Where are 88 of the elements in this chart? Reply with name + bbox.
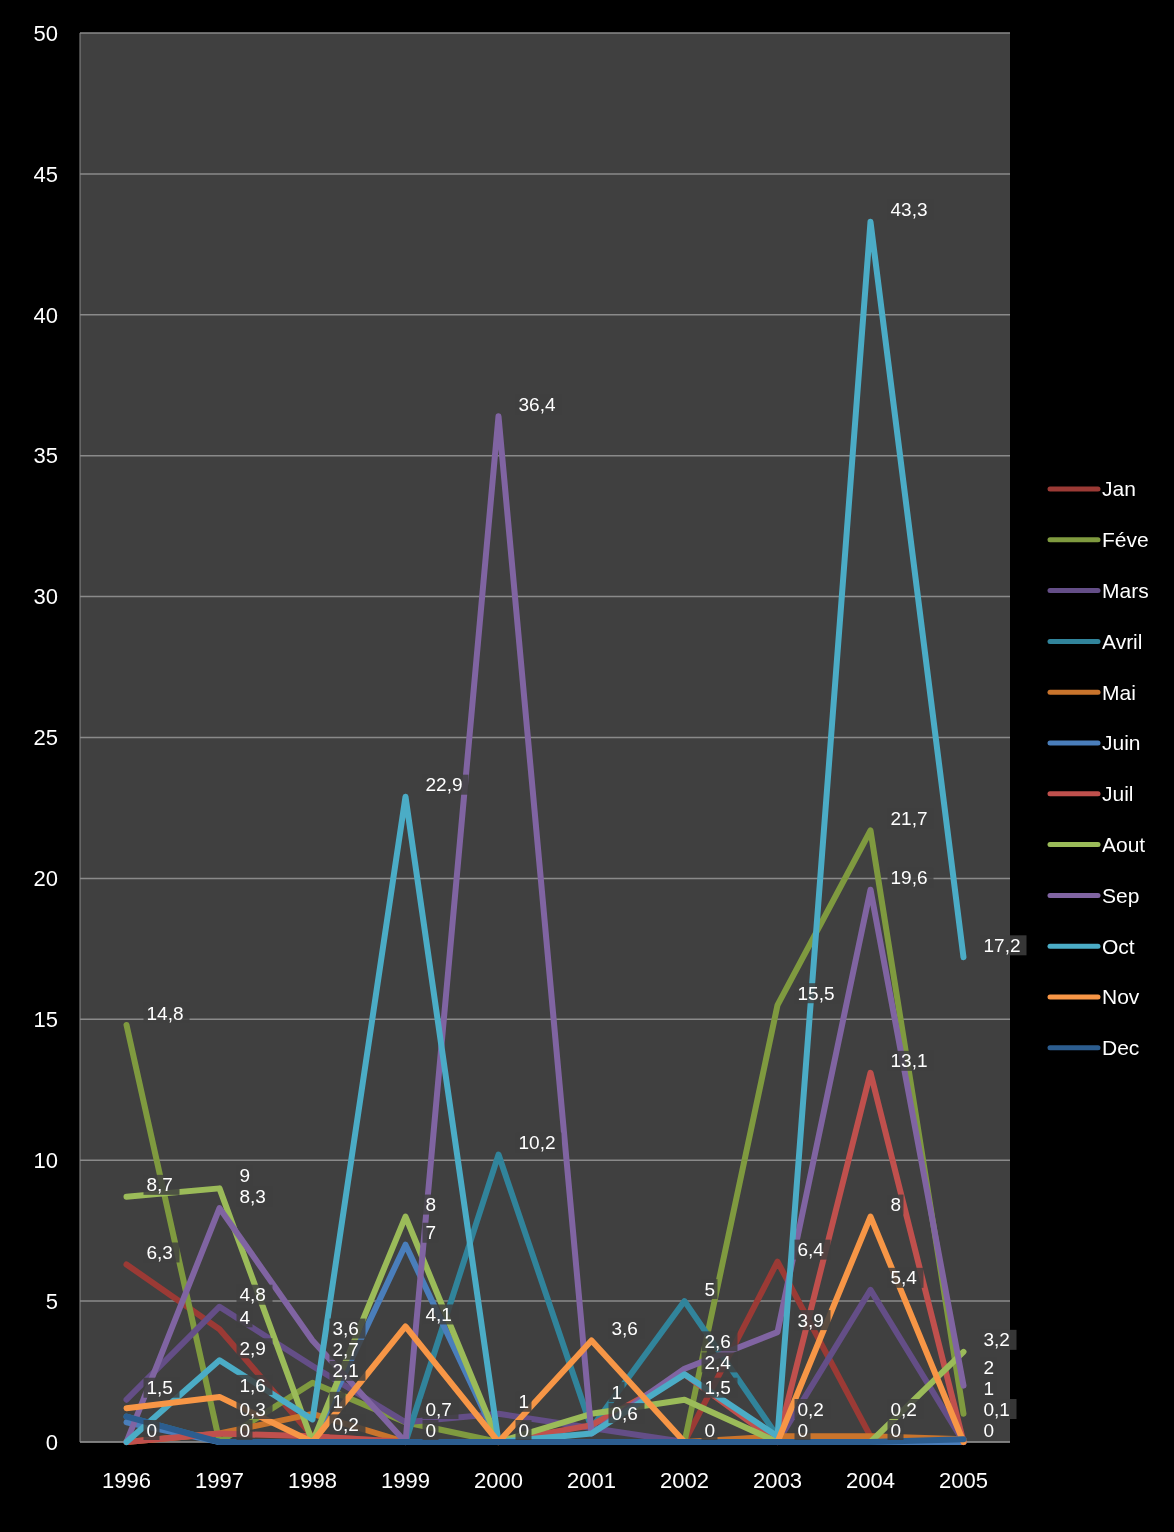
data-label: 1 — [518, 1391, 530, 1413]
data-label: 3,2 — [983, 1329, 1010, 1351]
legend-label: Dec — [1102, 1036, 1140, 1060]
data-label: 0,6 — [611, 1402, 638, 1424]
y-tick-label: 25 — [33, 725, 58, 751]
data-label: 9 — [239, 1164, 251, 1186]
x-tick-label: 2003 — [753, 1468, 802, 1493]
legend-label: Avril — [1102, 629, 1143, 653]
data-label: 0 — [890, 1419, 902, 1441]
data-label: 1 — [611, 1381, 623, 1403]
legend-label: Mars — [1102, 578, 1149, 602]
data-label: 3,6 — [611, 1318, 638, 1340]
y-tick-label: 35 — [33, 443, 58, 469]
data-label: 19,6 — [890, 867, 928, 889]
data-label: 6,3 — [146, 1242, 173, 1264]
y-tick-label: 30 — [33, 584, 58, 610]
data-label: 0,7 — [425, 1398, 452, 1420]
data-label: 8 — [890, 1194, 902, 1216]
data-label: 0 — [239, 1419, 251, 1441]
x-tick-label: 2000 — [474, 1468, 523, 1493]
y-tick-label: 20 — [33, 866, 58, 892]
data-label: 4,1 — [425, 1304, 452, 1326]
data-label: 3,9 — [797, 1309, 824, 1331]
data-label: 17,2 — [983, 934, 1021, 956]
y-tick-label: 0 — [45, 1429, 58, 1455]
data-label: 3,6 — [332, 1318, 359, 1340]
data-label: 43,3 — [890, 199, 928, 221]
data-label: 14,8 — [146, 1002, 184, 1024]
data-label: 22,9 — [425, 774, 463, 796]
y-tick-label: 15 — [33, 1007, 58, 1032]
legend-label: Oct — [1102, 934, 1135, 958]
x-tick-label: 2005 — [939, 1468, 988, 1493]
data-label: 0,2 — [797, 1398, 824, 1420]
legend-label: Mai — [1102, 680, 1136, 704]
data-label: 0 — [797, 1419, 809, 1441]
x-tick-label: 2002 — [660, 1468, 709, 1493]
y-tick-label: 45 — [33, 161, 58, 187]
data-label: 1,5 — [704, 1377, 731, 1399]
data-label: 2,7 — [332, 1339, 359, 1361]
data-label: 21,7 — [890, 808, 928, 830]
data-label: 13,1 — [890, 1050, 928, 1072]
data-label: 1 — [332, 1391, 344, 1413]
data-label: 7 — [425, 1222, 437, 1244]
data-label: 2,4 — [704, 1352, 732, 1374]
data-label: 2,1 — [332, 1360, 359, 1382]
data-label: 2,9 — [239, 1337, 266, 1359]
data-label: 36,4 — [518, 393, 556, 415]
data-label: 6,4 — [797, 1239, 825, 1261]
data-label: 8,7 — [146, 1174, 173, 1196]
data-label: 5 — [704, 1278, 716, 1300]
x-tick-label: 1998 — [288, 1468, 337, 1493]
x-tick-label: 1997 — [195, 1468, 244, 1493]
legend-label: Jan — [1102, 477, 1136, 501]
data-label: 0 — [425, 1419, 437, 1441]
data-label: 0,1 — [983, 1398, 1010, 1420]
data-label: 8 — [425, 1194, 437, 1216]
data-label: 0 — [146, 1419, 158, 1441]
legend-label: Aout — [1102, 832, 1146, 856]
y-tick-label: 5 — [45, 1288, 58, 1314]
legend-label: Féve — [1102, 528, 1149, 552]
x-tick-label: 1996 — [102, 1468, 151, 1493]
data-label: 2 — [983, 1356, 995, 1378]
x-tick-label: 2004 — [846, 1468, 895, 1493]
y-tick-label: 50 — [33, 20, 58, 46]
data-label: 2,6 — [704, 1331, 731, 1353]
data-label: 15,5 — [797, 982, 835, 1004]
data-label: 0 — [983, 1419, 995, 1441]
data-label: 0,2 — [332, 1414, 359, 1436]
data-label: 0,2 — [890, 1398, 917, 1420]
data-label: 0 — [704, 1419, 716, 1441]
data-label: 5,4 — [890, 1267, 918, 1289]
x-tick-label: 1999 — [381, 1468, 430, 1493]
data-label: 1 — [983, 1377, 995, 1399]
data-label: 10,2 — [518, 1132, 556, 1154]
legend-label: Nov — [1102, 985, 1140, 1009]
data-label: 0,3 — [239, 1398, 266, 1420]
data-label: 0 — [518, 1419, 530, 1441]
legend-label: Sep — [1102, 883, 1140, 907]
y-tick-label: 10 — [33, 1147, 58, 1173]
x-tick-label: 2001 — [567, 1468, 616, 1493]
data-label: 1,6 — [239, 1374, 266, 1396]
data-label: 4,8 — [239, 1284, 266, 1306]
y-tick-label: 40 — [33, 302, 58, 328]
data-label: 4 — [239, 1306, 251, 1328]
legend-label: Juin — [1102, 731, 1141, 755]
data-label: 8,3 — [239, 1185, 266, 1207]
data-label: 1,5 — [146, 1377, 173, 1399]
legend-label: Juil — [1102, 782, 1134, 806]
